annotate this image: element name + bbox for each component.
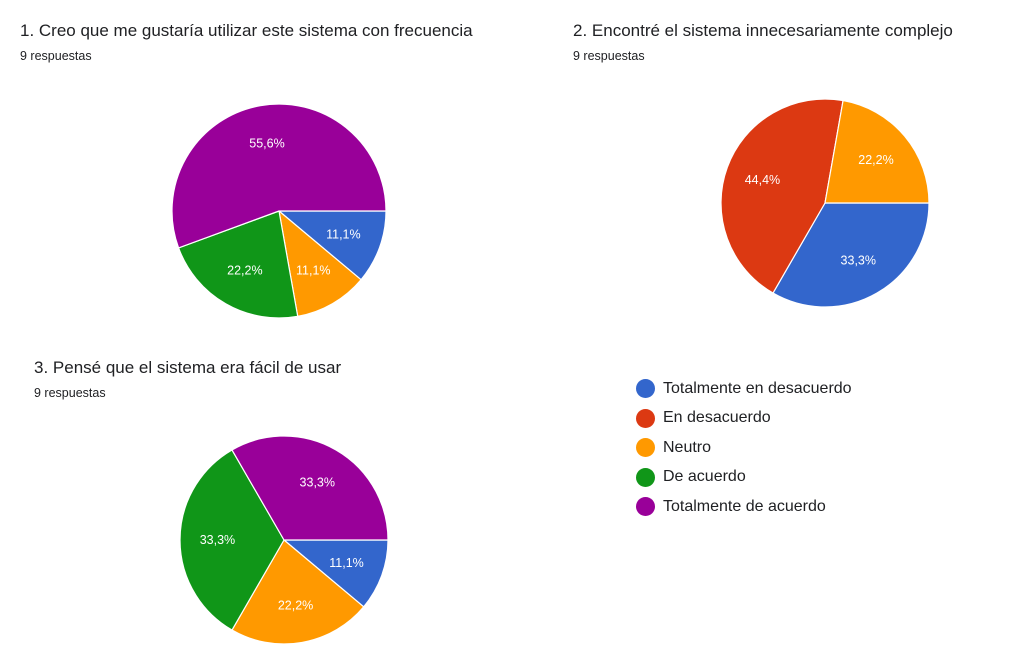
legend-label: Totalmente en desacuerdo [663,379,852,397]
pie-slice-label: 44,4% [745,173,780,187]
pie-slice-label: 33,3% [200,533,235,547]
pie-slice [171,103,387,249]
pie-slice [278,209,362,318]
pie-slice-label: 22,2% [858,153,893,167]
pie-chart-question-1: 11,1% 11,1% 22,2% 55,6% [171,103,387,319]
legend-swatch [636,438,655,458]
question-2-title: 2. Encontré el sistema innecesariamente … [573,21,953,40]
pie-slice-label: 33,3% [841,254,876,268]
legend-item: Totalmente de acuerdo [636,492,852,522]
pie-slice [277,210,387,281]
legend-item: De acuerdo [636,463,852,493]
pie-slice-label: 55,6% [249,137,284,151]
legend-swatch [636,408,655,428]
legend-item: Neutro [636,433,852,463]
legend-swatch [636,379,655,399]
legend-item: Totalmente en desacuerdo [636,374,852,404]
pie-slice-label: 22,2% [278,599,313,613]
pie-slice [282,539,389,608]
pie-slice [231,435,389,541]
pie-chart-question-2: 33,3% 44,4% 22,2% [720,98,930,308]
pie-slice-label: 22,2% [227,263,262,277]
pie-slice-label: 11,1% [329,556,364,570]
legend-item: En desacuerdo [636,404,852,434]
legend-swatch [636,467,655,487]
pie-slice [824,99,930,204]
pie-slice [231,539,365,645]
legend-label: Neutro [663,438,712,456]
legend-label: En desacuerdo [663,409,771,427]
pie-slice-label: 33,3% [300,475,335,489]
chart-legend: Totalmente en desacuerdo En desacuerdo Neu… [636,374,852,522]
pie-chart-question-3: 11,1% 22,2% 33,3% 33,3% [179,435,389,645]
pie-slice-label: 11,1% [296,263,331,277]
question-1-response-count: 9 respuestas [20,49,92,63]
pie-slice-label: 11,1% [326,227,361,241]
question-2-response-count: 9 respuestas [573,49,645,63]
legend-label: Totalmente de acuerdo [663,497,826,515]
pie-slice [177,210,299,319]
legend-label: De acuerdo [663,468,746,486]
question-3-response-count: 9 respuestas [34,386,106,400]
legend-swatch [636,497,655,517]
question-1-title: 1. Creo que me gustaría utilizar este si… [20,21,473,40]
question-3-title: 3. Pensé que el sistema era fácil de usa… [34,358,342,377]
pie-slice [720,98,844,294]
pie-slice [772,202,930,308]
